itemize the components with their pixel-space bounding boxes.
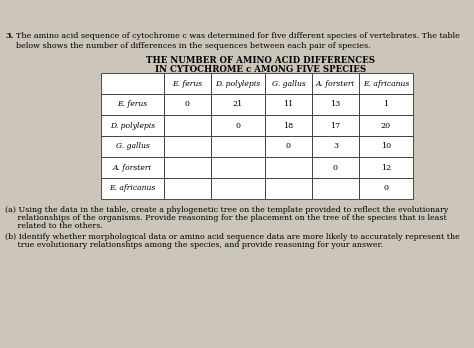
Text: The amino acid sequence of cytochrome c was determined for five different specie: The amino acid sequence of cytochrome c …	[16, 32, 460, 40]
Text: related to the others.: related to the others.	[5, 222, 103, 230]
Text: (a) Using the data in the table, create a phylogenetic tree on the template prov: (a) Using the data in the table, create …	[5, 206, 448, 214]
Text: 1: 1	[383, 101, 389, 109]
Text: 0: 0	[286, 142, 291, 150]
Text: relationships of the organisms. Provide reasoning for the placement on the tree : relationships of the organisms. Provide …	[5, 214, 447, 222]
Bar	[211, 136, 265, 157]
Bar	[164, 115, 211, 136]
Bar	[359, 136, 413, 157]
Text: A. forsteri: A. forsteri	[113, 164, 152, 172]
Text: E. africanus: E. africanus	[363, 79, 409, 87]
Text: (b) Identify whether morphological data or amino acid sequence data are more lik: (b) Identify whether morphological data …	[5, 233, 460, 241]
Text: 17: 17	[330, 121, 340, 129]
Bar	[101, 115, 164, 136]
Text: D. polylepis: D. polylepis	[110, 121, 155, 129]
Bar	[164, 136, 211, 157]
Text: E. africanus: E. africanus	[109, 184, 155, 192]
Text: true evolutionary relationships among the species, and provide reasoning for you: true evolutionary relationships among th…	[5, 241, 383, 249]
Bar	[312, 115, 359, 136]
Bar	[164, 157, 211, 178]
Text: 0: 0	[383, 184, 389, 192]
Bar	[164, 94, 211, 115]
Bar	[265, 73, 312, 94]
Bar	[101, 157, 164, 178]
Bar	[101, 94, 164, 115]
Bar	[312, 73, 359, 94]
Text: 11: 11	[283, 101, 293, 109]
Text: A. forsteri: A. forsteri	[316, 79, 355, 87]
Bar	[312, 94, 359, 115]
Bar	[312, 157, 359, 178]
Text: below shows the number of differences in the sequences between each pair of spec: below shows the number of differences in…	[16, 42, 371, 50]
Text: 12: 12	[381, 164, 391, 172]
Text: 13: 13	[330, 101, 341, 109]
Bar	[211, 115, 265, 136]
Text: 3: 3	[333, 142, 338, 150]
Bar	[265, 157, 312, 178]
Text: G. gallus: G. gallus	[272, 79, 305, 87]
Bar	[164, 73, 211, 94]
Bar	[211, 73, 265, 94]
Bar	[312, 136, 359, 157]
Bar	[359, 157, 413, 178]
Bar	[359, 73, 413, 94]
Bar	[211, 157, 265, 178]
Bar	[359, 178, 413, 199]
Text: E. ferus: E. ferus	[173, 79, 202, 87]
Bar	[312, 178, 359, 199]
Bar	[265, 94, 312, 115]
Bar	[265, 136, 312, 157]
Text: E. ferus: E. ferus	[118, 101, 147, 109]
Bar	[101, 136, 164, 157]
Bar	[265, 178, 312, 199]
Text: 3.: 3.	[5, 32, 13, 40]
Text: 21: 21	[233, 101, 243, 109]
Text: 20: 20	[381, 121, 391, 129]
Text: D. polylepis: D. polylepis	[216, 79, 261, 87]
Bar	[164, 178, 211, 199]
Text: IN CYTOCHROME c AMONG FIVE SPECIES: IN CYTOCHROME c AMONG FIVE SPECIES	[155, 65, 366, 74]
Bar	[101, 178, 164, 199]
Text: G. gallus: G. gallus	[116, 142, 149, 150]
Bar	[265, 115, 312, 136]
Text: 10: 10	[381, 142, 391, 150]
Text: 18: 18	[283, 121, 293, 129]
Bar	[101, 73, 164, 94]
Text: 0: 0	[333, 164, 338, 172]
Text: THE NUMBER OF AMINO ACID DIFFERENCES: THE NUMBER OF AMINO ACID DIFFERENCES	[146, 56, 375, 65]
Bar	[211, 178, 265, 199]
Text: 0: 0	[236, 121, 240, 129]
Bar	[359, 94, 413, 115]
Bar	[359, 115, 413, 136]
Bar	[211, 94, 265, 115]
Text: 0: 0	[185, 101, 190, 109]
